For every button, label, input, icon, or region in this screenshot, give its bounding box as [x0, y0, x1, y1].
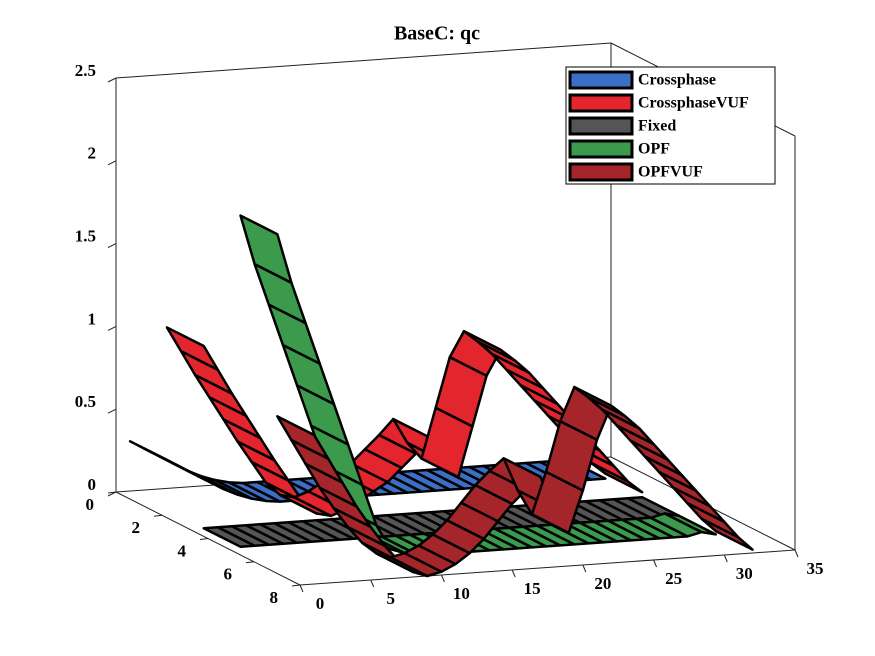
- y-tick-label: 2: [132, 518, 141, 537]
- surface-patch: [589, 461, 644, 494]
- legend-label: CrossphaseVUF: [638, 95, 749, 112]
- x-tick: [723, 554, 728, 563]
- x-tick: [794, 549, 799, 558]
- legend: Crossphase CrossphaseVUF Fixed OPF OPFVUF: [565, 66, 776, 185]
- legend-label: OPFVUF: [638, 164, 703, 181]
- y-tick-label: 0: [86, 495, 95, 514]
- z-tick: [107, 77, 117, 83]
- z-tick: [107, 408, 117, 414]
- z-tick: [107, 325, 117, 331]
- axis-line: [299, 549, 796, 586]
- x-tick-label: 10: [453, 584, 470, 603]
- y-tick-label: 6: [224, 565, 233, 584]
- legend-swatch: [568, 93, 634, 113]
- x-tick: [653, 559, 658, 568]
- x-tick: [440, 574, 445, 583]
- z-tick-label: 0.5: [75, 392, 96, 411]
- y-tick: [291, 584, 301, 587]
- z-tick-label: 1.5: [75, 227, 96, 246]
- legend-swatch: [568, 116, 634, 136]
- x-tick: [582, 564, 587, 573]
- legend-label: Fixed: [638, 118, 676, 135]
- z-tick: [107, 243, 117, 249]
- legend-label: Crossphase: [638, 72, 716, 89]
- x-tick-label: 5: [386, 589, 395, 608]
- surface-patch: [663, 512, 718, 536]
- y-tick: [245, 561, 255, 564]
- x-tick-label: 20: [594, 574, 611, 593]
- y-tick-label: 4: [178, 541, 187, 560]
- z-tick-label: 0: [88, 475, 97, 494]
- x-tick-label: 25: [665, 569, 682, 588]
- y-tick: [107, 491, 117, 494]
- axis-line: [115, 42, 612, 79]
- z-tick-label: 2: [88, 144, 97, 163]
- z-tick-label: 2.5: [75, 61, 96, 80]
- legend-swatch: [568, 139, 634, 159]
- y-tick: [153, 514, 163, 517]
- x-tick: [299, 584, 304, 593]
- z-tick-label: 1: [88, 309, 97, 328]
- x-tick-label: 30: [736, 564, 753, 583]
- z-tick: [107, 160, 117, 166]
- chart-title: BaseC: qc: [394, 23, 480, 45]
- y-tick: [199, 538, 209, 540]
- x-tick-label: 0: [316, 594, 325, 613]
- surface-patch: [700, 517, 754, 551]
- legend-swatch: [568, 70, 634, 90]
- y-tick-label: 8: [270, 588, 279, 607]
- x-tick-label: 35: [807, 559, 824, 578]
- legend-swatch: [568, 162, 634, 182]
- x-tick-label: 15: [524, 579, 541, 598]
- surface: [276, 385, 754, 578]
- x-tick: [511, 569, 516, 578]
- x-tick: [370, 579, 375, 588]
- legend-label: OPF: [638, 141, 670, 158]
